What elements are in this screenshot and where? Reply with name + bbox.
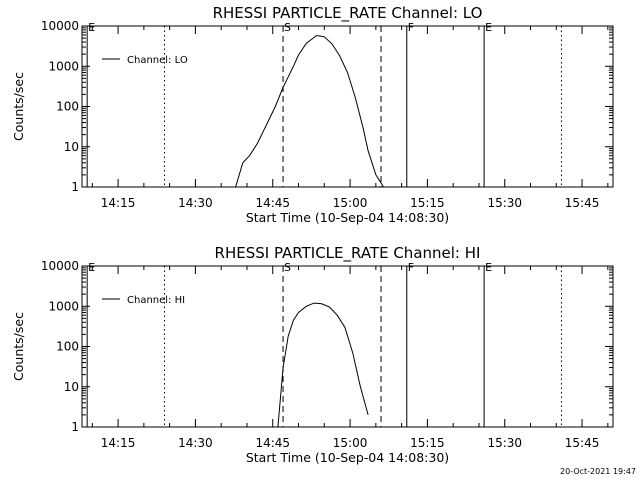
x-tick-label: 14:30 bbox=[178, 436, 213, 450]
chart-title: RHESSI PARTICLE_RATE Channel: HI bbox=[215, 244, 481, 263]
legend-entry: Channel: HI bbox=[127, 295, 185, 306]
y-tick-label: 1 bbox=[71, 180, 79, 194]
x-tick-label: 15:45 bbox=[565, 436, 600, 450]
panel-hi: RHESSI PARTICLE_RATE Channel: HI 1 10 100 10… bbox=[11, 244, 614, 465]
x-tick-label: 15:15 bbox=[410, 436, 445, 450]
x-tick-label: 15:45 bbox=[565, 196, 600, 210]
marker-label: S bbox=[284, 21, 291, 34]
series-line bbox=[235, 34, 385, 188]
series-line bbox=[277, 302, 369, 428]
x-tick-label: 15:00 bbox=[333, 196, 368, 210]
marker-label: E bbox=[88, 261, 95, 274]
x-tick-label: 14:30 bbox=[178, 196, 213, 210]
plot-frame bbox=[81, 25, 614, 188]
y-tick-label: 100 bbox=[56, 100, 79, 114]
y-tick-label: 100 bbox=[56, 340, 79, 354]
y-tick-label: 1000 bbox=[48, 59, 79, 73]
marker-label: F bbox=[408, 21, 414, 34]
y-tick-label: 10000 bbox=[41, 259, 79, 273]
x-tick-label: 14:45 bbox=[255, 436, 290, 450]
marker-label: S bbox=[284, 261, 291, 274]
y-tick-label: 10000 bbox=[41, 19, 79, 33]
plot-frame bbox=[81, 265, 614, 428]
marker-label: F bbox=[408, 261, 414, 274]
x-tick-label: 14:15 bbox=[101, 196, 136, 210]
chart-title: RHESSI PARTICLE_RATE Channel: LO bbox=[213, 4, 483, 23]
footer-timestamp: 20-Oct-2021 19:47 bbox=[560, 467, 636, 476]
x-tick-label: 14:45 bbox=[255, 196, 290, 210]
marker-label: E bbox=[88, 21, 95, 34]
marker-label: E bbox=[485, 21, 492, 34]
marker-label: E bbox=[485, 261, 492, 274]
y-axis-label: Counts/sec bbox=[11, 72, 26, 141]
x-tick-label: 14:15 bbox=[101, 436, 136, 450]
x-tick-label: 15:30 bbox=[487, 196, 522, 210]
y-tick-label: 1000 bbox=[48, 299, 79, 313]
x-axis-label: Start Time (10-Sep-04 14:08:30) bbox=[246, 450, 449, 465]
y-tick-label: 1 bbox=[71, 420, 79, 434]
x-axis-label: Start Time (10-Sep-04 14:08:30) bbox=[246, 210, 449, 225]
y-tick-label: 10 bbox=[64, 140, 79, 154]
panel-lo: RHESSI PARTICLE_RATE Channel: LO 1 10 100 10… bbox=[11, 4, 614, 225]
legend-entry: Channel: LO bbox=[127, 55, 188, 66]
y-tick-label: 10 bbox=[64, 380, 79, 394]
x-tick-label: 15:15 bbox=[410, 196, 445, 210]
x-tick-label: 15:00 bbox=[333, 436, 368, 450]
y-axis-label: Counts/sec bbox=[11, 312, 26, 381]
x-tick-label: 15:30 bbox=[487, 436, 522, 450]
